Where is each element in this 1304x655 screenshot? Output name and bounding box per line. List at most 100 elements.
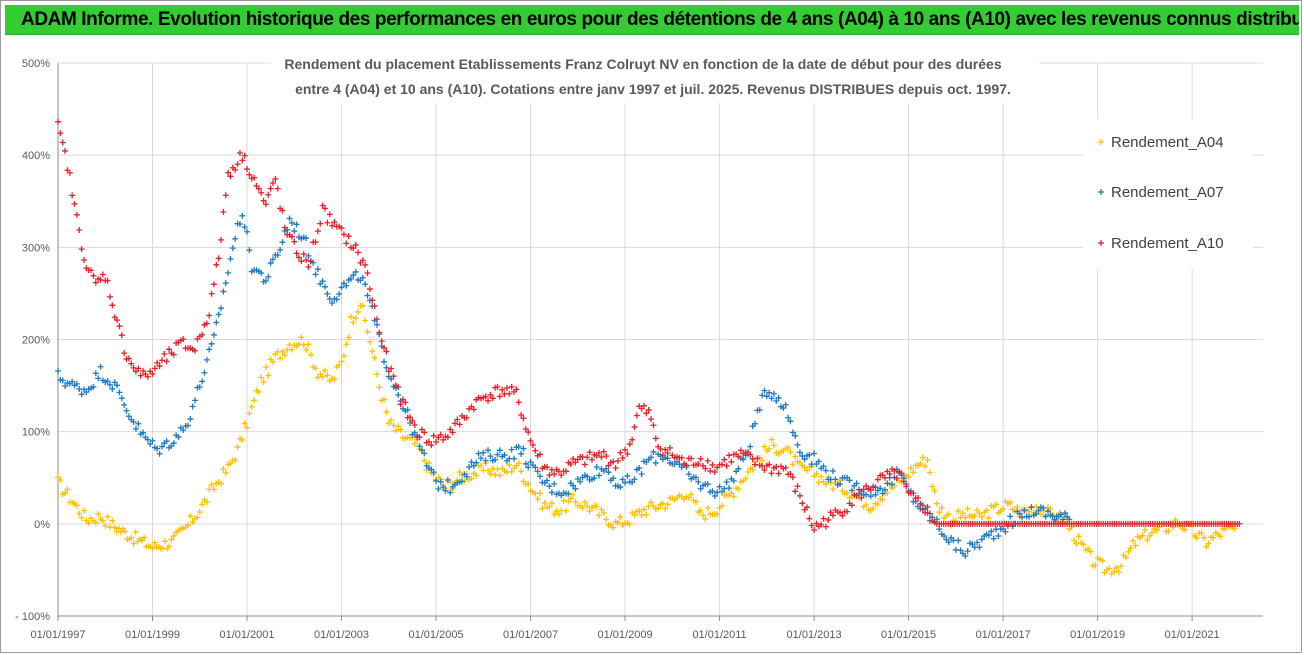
data-point [683, 462, 690, 469]
data-point [463, 414, 470, 421]
data-point [333, 296, 340, 303]
data-point [324, 290, 331, 297]
data-point [780, 405, 787, 412]
data-point [659, 500, 666, 507]
data-point [572, 498, 579, 505]
data-point [881, 474, 888, 481]
data-point [324, 372, 331, 379]
data-point [350, 272, 357, 279]
data-point [775, 394, 782, 401]
data-point [225, 169, 232, 176]
data-point [1087, 548, 1094, 555]
data-point [723, 462, 730, 469]
x-tick-label: 01/01/1999 [125, 629, 180, 641]
data-point [208, 340, 215, 347]
data-point [248, 403, 255, 410]
data-point [338, 284, 345, 291]
data-point [726, 485, 733, 492]
data-point [990, 535, 997, 542]
data-point [785, 414, 792, 421]
data-point [369, 348, 376, 355]
data-point [789, 429, 796, 436]
data-point [485, 447, 492, 454]
data-point [728, 458, 735, 465]
data-point [1217, 533, 1224, 540]
data-point [626, 441, 633, 448]
data-point [978, 513, 985, 520]
data-point [149, 437, 156, 444]
legend-marker-Rendement_A10 [1098, 240, 1104, 246]
data-point [1193, 534, 1200, 541]
data-point [662, 505, 669, 512]
data-point [1075, 533, 1082, 540]
y-tick-label: - 100% [15, 611, 50, 623]
data-point [416, 434, 423, 441]
data-point [303, 235, 310, 242]
data-point [170, 440, 177, 447]
data-point [811, 450, 818, 457]
data-point [470, 462, 477, 469]
data-point [629, 479, 636, 486]
x-tick-label: 01/01/2009 [598, 629, 653, 641]
data-point [376, 329, 383, 336]
data-point [874, 476, 881, 483]
data-point [59, 139, 66, 146]
data-point [1092, 562, 1099, 569]
data-point [241, 420, 248, 427]
data-point [959, 510, 966, 517]
data-point [848, 487, 855, 494]
data-point [527, 437, 534, 444]
data-point [404, 406, 411, 413]
data-point [513, 386, 520, 393]
x-tick-label: 01/01/2001 [219, 629, 274, 641]
data-point [362, 261, 369, 268]
data-point [926, 469, 933, 476]
data-point [593, 463, 600, 470]
data-point [319, 278, 326, 285]
data-point [645, 406, 652, 413]
data-point [570, 491, 577, 498]
data-point [470, 406, 477, 413]
data-point [874, 501, 881, 508]
data-point [288, 346, 295, 353]
data-point [130, 418, 137, 425]
data-point [1042, 513, 1049, 520]
data-point [347, 313, 354, 320]
data-point [664, 455, 671, 462]
y-tick-label: 100% [22, 427, 50, 439]
data-point [366, 286, 373, 293]
data-point [251, 397, 258, 404]
y-tick-label: 300% [22, 242, 50, 254]
data-point [343, 282, 350, 289]
data-point [603, 453, 610, 460]
data-point [596, 512, 603, 519]
data-point [473, 459, 480, 466]
data-point [246, 247, 253, 254]
data-point [829, 468, 836, 475]
data-point [158, 443, 165, 450]
data-point [610, 524, 617, 531]
data-point [59, 377, 66, 384]
data-point [858, 494, 865, 501]
data-point [106, 293, 113, 300]
data-point [900, 478, 907, 485]
data-point [236, 221, 243, 228]
data-point [121, 401, 128, 408]
data-point [820, 463, 827, 470]
x-tick-label: 01/01/2015 [881, 629, 936, 641]
data-point [312, 365, 319, 372]
data-point [752, 420, 759, 427]
data-point [232, 166, 239, 173]
data-point [251, 174, 258, 181]
data-point [567, 460, 574, 467]
data-point [631, 512, 638, 519]
data-point [99, 271, 106, 278]
data-point [288, 219, 295, 226]
data-point [709, 488, 716, 495]
data-point [265, 273, 272, 280]
data-point [721, 456, 728, 463]
data-point [220, 208, 227, 215]
data-point [162, 538, 169, 545]
data-point [121, 350, 128, 357]
data-point [893, 475, 900, 482]
